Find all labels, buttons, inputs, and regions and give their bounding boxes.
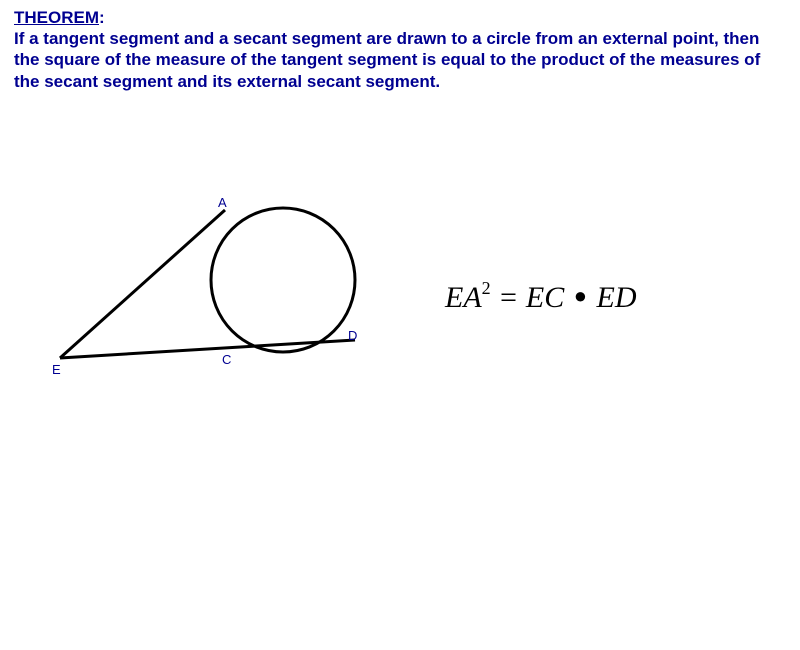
formula-eq: =	[491, 281, 526, 314]
formula-rhs-b: ED	[597, 281, 637, 314]
label-e: E	[52, 362, 61, 377]
secant-line	[60, 340, 355, 358]
circle	[211, 208, 355, 352]
theorem-body: If a tangent segment and a secant segmen…	[14, 28, 786, 92]
label-a: A	[218, 195, 227, 210]
theorem-block: THEOREM: If a tangent segment and a seca…	[0, 0, 800, 92]
formula: EA2 = EC ● ED	[445, 280, 637, 315]
label-c: C	[222, 352, 231, 367]
formula-lhs-exp: 2	[482, 278, 491, 298]
theorem-colon: :	[99, 8, 105, 27]
formula-lhs-base: EA	[445, 281, 482, 314]
label-d: D	[348, 328, 357, 343]
theorem-heading: THEOREM	[14, 8, 99, 27]
formula-dot: ●	[574, 283, 587, 308]
tangent-secant-diagram: A E C D	[0, 180, 400, 400]
tangent-line	[60, 210, 225, 358]
formula-rhs-a: EC	[526, 281, 564, 314]
